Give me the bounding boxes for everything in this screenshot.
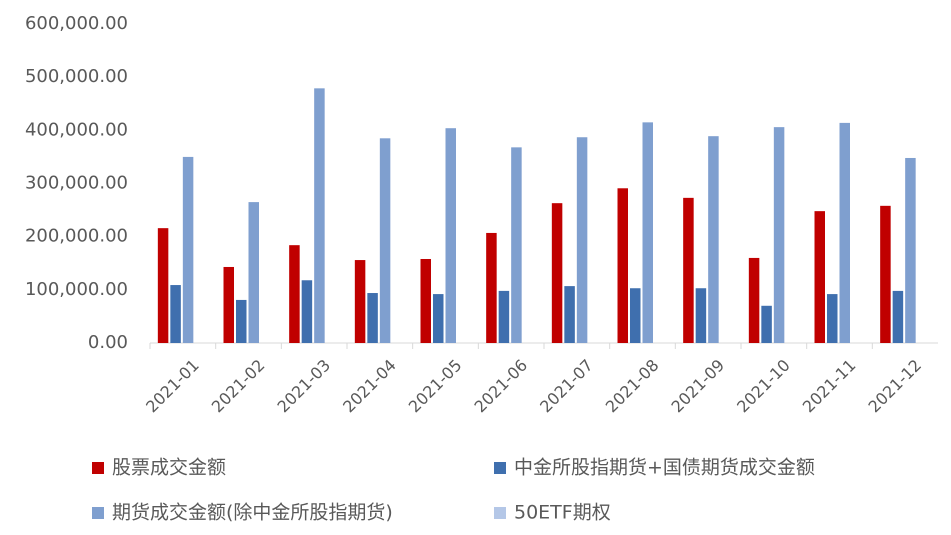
bar	[157, 228, 169, 343]
legend-swatch	[92, 462, 104, 474]
y-tick-label: 100,000.00	[25, 279, 128, 300]
bar	[683, 197, 694, 343]
y-tick-label: 300,000.00	[25, 173, 128, 194]
bar	[708, 136, 719, 343]
y-tick-label: 500,000.00	[25, 66, 128, 87]
bar	[892, 290, 904, 343]
legend-swatch	[494, 462, 506, 474]
bar	[551, 203, 563, 343]
bar	[498, 290, 510, 343]
legend-swatch	[92, 507, 104, 519]
x-tick-label: 2021-12	[864, 356, 925, 417]
x-tick-label: 2021-04	[339, 356, 400, 417]
bar	[576, 137, 588, 343]
x-tick-label: 2021-02	[208, 356, 269, 417]
bar	[433, 294, 444, 343]
x-tick-label: 2021-01	[142, 356, 203, 417]
bar	[642, 122, 653, 343]
bar	[617, 188, 628, 343]
legend-swatch	[494, 507, 506, 519]
x-tick-label: 2021-10	[733, 356, 794, 417]
bar	[223, 266, 234, 343]
legend-label: 50ETF期权	[514, 502, 611, 524]
x-tick-label: 2021-09	[667, 356, 728, 417]
y-tick-label: 200,000.00	[25, 226, 128, 247]
x-tick-label: 2021-08	[602, 356, 663, 417]
x-tick-label: 2021-11	[799, 356, 860, 417]
bar	[695, 288, 707, 343]
bar	[248, 202, 259, 343]
x-tick-label: 2021-06	[470, 356, 531, 417]
bar	[905, 157, 916, 343]
bar	[564, 286, 575, 343]
bar	[827, 294, 838, 343]
bar	[289, 245, 300, 343]
bar	[761, 305, 772, 343]
x-tick-label: 2021-07	[536, 356, 597, 417]
bar	[486, 232, 497, 343]
x-tick-label: 2021-03	[273, 356, 334, 417]
bar	[367, 293, 378, 343]
bar	[511, 147, 522, 343]
legend-label: 股票成交金额	[112, 457, 226, 479]
x-tick-label: 2021-05	[405, 356, 466, 417]
bar	[354, 260, 366, 343]
bar	[301, 280, 313, 343]
y-tick-label: 600,000.00	[25, 13, 128, 34]
bar	[314, 88, 325, 343]
bar	[814, 211, 825, 343]
y-tick-label: 0.00	[88, 332, 128, 353]
bar	[773, 127, 785, 343]
bar	[182, 156, 194, 343]
bar	[420, 258, 431, 343]
bar	[839, 122, 850, 343]
bar	[880, 205, 891, 343]
legend-label: 期货成交金额(除中金所股指期货)	[112, 502, 393, 524]
legend-label: 中金所股指期货+国债期货成交金额	[514, 457, 815, 479]
bar	[445, 128, 456, 343]
y-tick-label: 400,000.00	[25, 119, 128, 140]
bar	[630, 288, 641, 343]
bar	[379, 138, 391, 343]
bar	[748, 257, 760, 343]
bar	[170, 285, 181, 343]
bar	[236, 299, 247, 343]
